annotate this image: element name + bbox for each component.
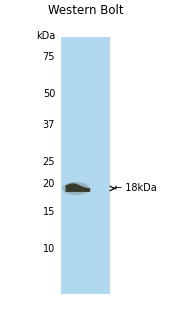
Text: 20: 20 bbox=[43, 179, 55, 189]
Bar bbox=[61, 37, 110, 294]
Text: 75: 75 bbox=[43, 52, 55, 62]
Text: Western Bolt: Western Bolt bbox=[48, 4, 123, 17]
Text: ← 18kDa: ← 18kDa bbox=[114, 184, 157, 193]
Ellipse shape bbox=[62, 182, 90, 195]
Polygon shape bbox=[66, 183, 90, 192]
Text: 25: 25 bbox=[43, 157, 55, 167]
Text: 15: 15 bbox=[43, 207, 55, 217]
Text: 37: 37 bbox=[43, 120, 55, 130]
Text: 10: 10 bbox=[43, 244, 55, 254]
Text: kDa: kDa bbox=[36, 31, 55, 40]
Text: 50: 50 bbox=[43, 89, 55, 99]
